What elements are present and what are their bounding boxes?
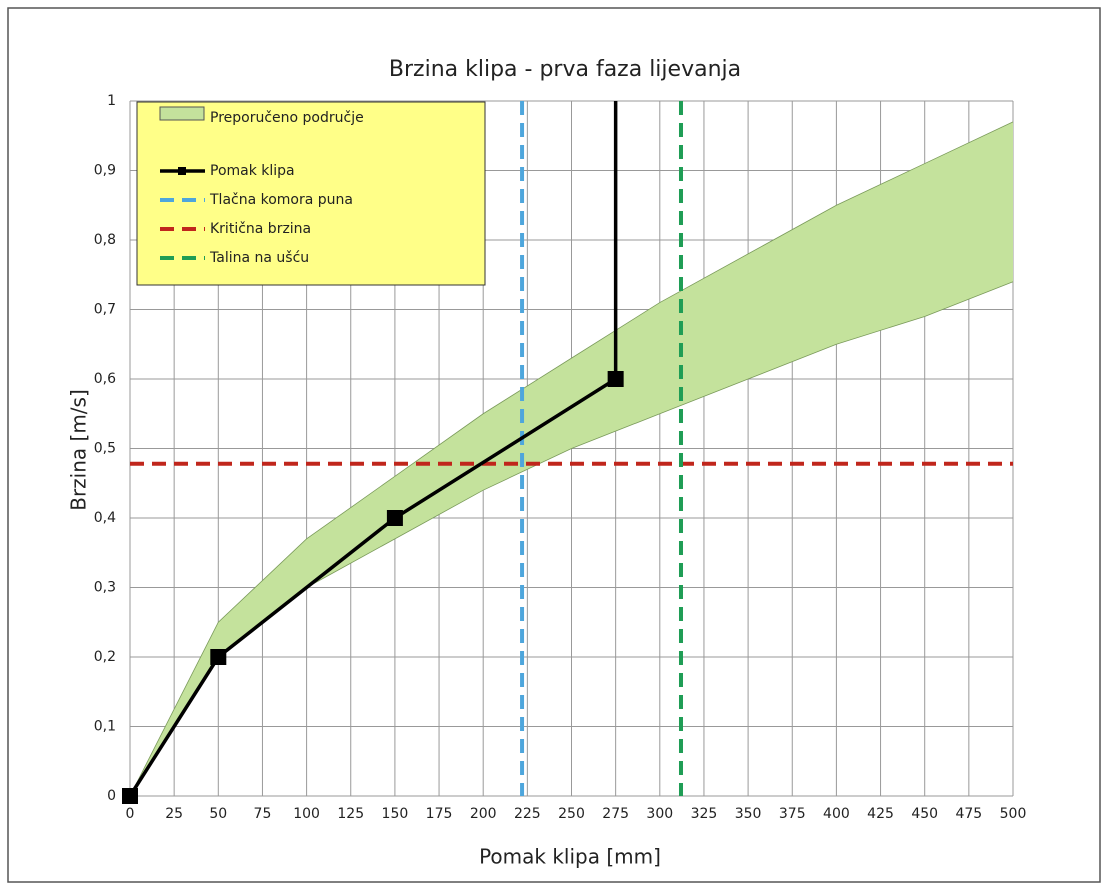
x-tick-label: 25: [165, 806, 183, 822]
x-tick-label: 150: [382, 806, 409, 822]
series-marker: [607, 371, 624, 387]
y-tick-label: 0,9: [94, 163, 116, 179]
legend-label: Kritična brzina: [210, 221, 311, 237]
x-tick-label: 500: [1000, 806, 1027, 822]
x-tick-label: 350: [735, 806, 762, 822]
legend-swatch: [159, 106, 205, 121]
legend-label: Talina na ušću: [209, 250, 309, 266]
y-tick-label: 0: [107, 788, 116, 804]
legend-box: [136, 101, 486, 286]
series-marker: [210, 649, 227, 665]
y-tick-label: 0,4: [94, 510, 116, 526]
y-tick-label: 0,1: [94, 719, 116, 735]
y-tick-label: 0,8: [94, 232, 116, 248]
x-tick-label: 400: [823, 806, 850, 822]
series-marker: [122, 788, 138, 804]
y-tick-label: 0,7: [94, 302, 116, 318]
x-tick-label: 200: [470, 806, 497, 822]
y-tick-label: 0,5: [94, 441, 116, 457]
x-axis-label: Pomak klipa [mm]: [479, 845, 661, 869]
legend-marker: [178, 167, 186, 175]
x-tick-label: 475: [955, 806, 982, 822]
legend-label: Tlačna komora puna: [209, 192, 353, 208]
x-tick-label: 175: [426, 806, 453, 822]
y-axis-label: Brzina [m/s]: [67, 389, 91, 511]
x-tick-label: 275: [602, 806, 629, 822]
legend-label: Preporučeno područje: [210, 110, 364, 126]
legend-label: Pomak klipa: [210, 163, 295, 179]
chart-title: Brzina klipa - prva faza lijevanja: [389, 57, 741, 82]
x-tick-label: 300: [646, 806, 673, 822]
x-tick-label: 250: [558, 806, 585, 822]
y-tick-label: 1: [107, 93, 116, 109]
y-tick-label: 0,6: [94, 371, 116, 387]
x-tick-label: 0: [126, 806, 135, 822]
x-tick-label: 75: [254, 806, 272, 822]
x-tick-label: 375: [779, 806, 806, 822]
x-tick-label: 425: [867, 806, 894, 822]
y-tick-label: 0,3: [94, 580, 116, 596]
y-tick-label: 0,2: [94, 649, 116, 665]
x-tick-label: 125: [337, 806, 364, 822]
x-tick-label: 325: [691, 806, 718, 822]
x-tick-label: 450: [911, 806, 938, 822]
x-tick-label: 50: [209, 806, 227, 822]
band-fill: [130, 121, 1013, 797]
x-tick-label: 225: [514, 806, 541, 822]
x-tick-label: 100: [293, 806, 320, 822]
series-marker: [386, 510, 403, 526]
band-upper: [129, 121, 1014, 797]
